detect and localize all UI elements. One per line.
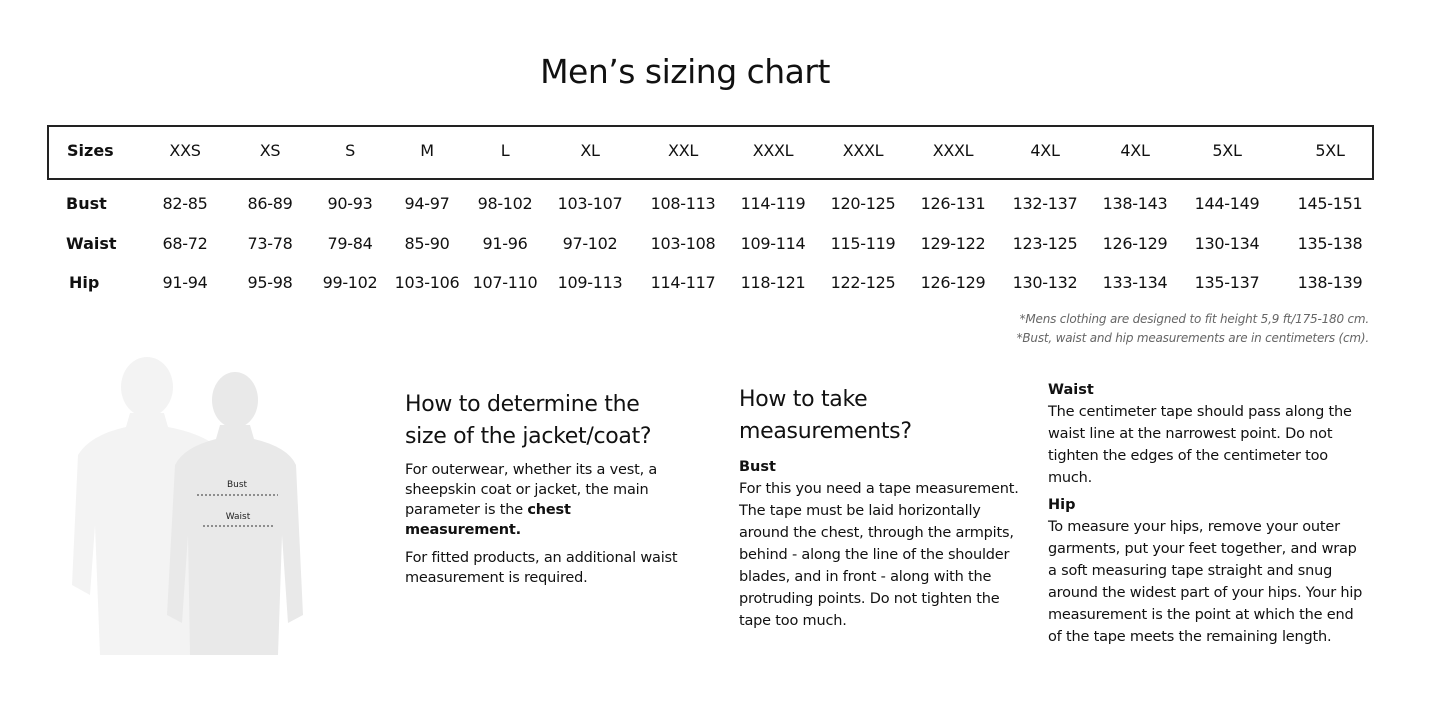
- table-cell: 126-129: [1102, 234, 1168, 253]
- size-header-4xl: 4XL: [1120, 141, 1150, 160]
- row-label-bust: Bust: [66, 194, 107, 213]
- bold-text: chest measurement.: [405, 502, 571, 538]
- size-header-row: [47, 125, 1374, 180]
- table-cell: 82-85: [162, 194, 208, 213]
- table-cell: 73-78: [247, 234, 293, 253]
- table-cell: 114-117: [650, 273, 716, 292]
- text: For outerwear, whether its a vest, a she…: [405, 462, 658, 518]
- table-cell: 126-131: [920, 194, 986, 213]
- section-heading: How to take measurements?: [739, 387, 912, 444]
- front-silhouette: [167, 372, 303, 655]
- table-cell: 103-106: [394, 273, 460, 292]
- table-cell: 118-121: [740, 273, 806, 292]
- table-cell: 68-72: [162, 234, 208, 253]
- note-height: *Mens clothing are designed to fit heigh…: [1019, 312, 1370, 326]
- table-cell: 99-102: [322, 273, 378, 292]
- size-header-xxxl: XXXL: [752, 141, 794, 160]
- table-cell: 98-102: [477, 194, 533, 213]
- table-cell: 130-132: [1012, 273, 1078, 292]
- table-cell: 138-139: [1297, 273, 1363, 292]
- table-cell: 95-98: [247, 273, 293, 292]
- size-header-4xl: 4XL: [1030, 141, 1060, 160]
- body-silhouette-figure: Bust Waist: [72, 357, 303, 655]
- table-cell: 123-125: [1012, 234, 1078, 253]
- table-cell: 115-119: [830, 234, 896, 253]
- section-text: For fitted products, an additional waist…: [405, 550, 678, 586]
- section-take-measurements: How to take measurements? Bust For this …: [739, 384, 1019, 632]
- waist-title: Waist: [1048, 382, 1094, 398]
- table-cell: 133-134: [1102, 273, 1168, 292]
- table-cell: 97-102: [562, 234, 618, 253]
- table-cell: 145-151: [1297, 194, 1363, 213]
- row-label-waist: Waist: [66, 234, 117, 253]
- hip-title: Hip: [1048, 497, 1076, 513]
- table-cell: 138-143: [1102, 194, 1168, 213]
- bust-title: Bust: [739, 459, 776, 475]
- size-header-xs: XS: [259, 141, 281, 160]
- size-header-5xl: 5XL: [1315, 141, 1345, 160]
- page-title: Men’s sizing chart: [540, 52, 830, 91]
- table-cell: 129-122: [920, 234, 986, 253]
- size-header-xxs: XXS: [169, 141, 201, 160]
- table-cell: 109-114: [740, 234, 806, 253]
- section-text: For outerwear, whether its a vest, a she…: [405, 460, 685, 540]
- section-heading: How to determine the size of the jacket/…: [405, 392, 652, 449]
- section-jacket-size: How to determine the size of the jacket/…: [405, 389, 685, 588]
- table-cell: 85-90: [404, 234, 450, 253]
- table-cell: 103-108: [650, 234, 716, 253]
- bust-text: For this you need a tape measurement. Th…: [739, 481, 1019, 629]
- table-cell: 132-137: [1012, 194, 1078, 213]
- table-cell: 114-119: [740, 194, 806, 213]
- size-header-5xl: 5XL: [1212, 141, 1242, 160]
- waist-text: The centimeter tape should pass along th…: [1048, 404, 1352, 486]
- size-header-s: S: [345, 141, 355, 160]
- table-cell: 135-138: [1297, 234, 1363, 253]
- bust-label: Bust: [227, 480, 248, 490]
- size-header-xl: XL: [580, 141, 600, 160]
- hip-text: To measure your hips, remove your outer …: [1048, 519, 1363, 645]
- table-cell: 94-97: [404, 194, 450, 213]
- table-cell: 130-134: [1194, 234, 1260, 253]
- table-cell: 135-137: [1194, 273, 1260, 292]
- table-cell: 91-94: [162, 273, 208, 292]
- table-cell: 109-113: [557, 273, 623, 292]
- size-header-l: L: [500, 141, 510, 160]
- table-cell: 107-110: [472, 273, 538, 292]
- size-header-xxxl: XXXL: [842, 141, 884, 160]
- table-cell: 122-125: [830, 273, 896, 292]
- table-cell: 79-84: [327, 234, 373, 253]
- table-cell: 90-93: [327, 194, 373, 213]
- size-header-xxxl: XXXL: [932, 141, 974, 160]
- note-units: *Bust, waist and hip measurements are in…: [1016, 331, 1370, 345]
- table-cell: 103-107: [557, 194, 623, 213]
- table-cell: 120-125: [830, 194, 896, 213]
- size-header-xxl: XXL: [668, 141, 698, 160]
- table-cell: 144-149: [1194, 194, 1260, 213]
- sizes-header-label: Sizes: [67, 141, 114, 160]
- table-cell: 91-96: [482, 234, 528, 253]
- section-waist-hip: Waist The centimeter tape should pass al…: [1048, 379, 1363, 648]
- table-cell: 108-113: [650, 194, 716, 213]
- waist-label: Waist: [226, 512, 251, 522]
- row-label-hip: Hip: [69, 273, 100, 292]
- size-header-m: M: [420, 141, 434, 160]
- table-cell: 126-129: [920, 273, 986, 292]
- table-cell: 86-89: [247, 194, 293, 213]
